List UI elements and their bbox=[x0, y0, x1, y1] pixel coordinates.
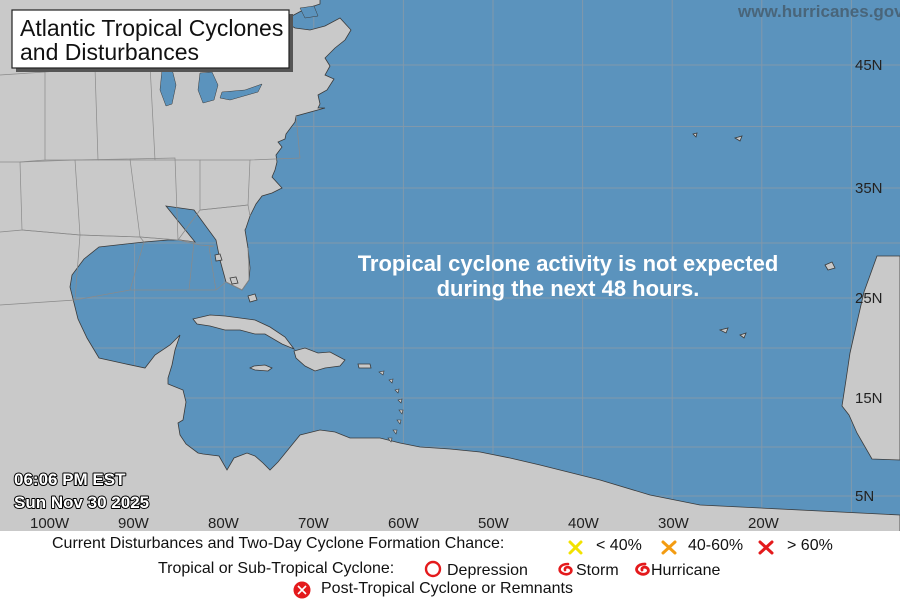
svg-text:Atlantic Tropical Cyclones: Atlantic Tropical Cyclones bbox=[20, 15, 283, 41]
svg-text:during the next 48 hours.: during the next 48 hours. bbox=[437, 276, 700, 301]
svg-text:40-60%: 40-60% bbox=[688, 537, 743, 554]
svg-text:100W: 100W bbox=[30, 515, 70, 531]
svg-text:5N: 5N bbox=[855, 488, 874, 505]
svg-text:15N: 15N bbox=[855, 390, 883, 407]
svg-text:Tropical or Sub-Tropical Cyclo: Tropical or Sub-Tropical Cyclone: bbox=[158, 560, 394, 577]
svg-text:80W: 80W bbox=[208, 515, 240, 531]
svg-text:Tropical cyclone activity is n: Tropical cyclone activity is not expecte… bbox=[358, 251, 779, 276]
svg-text:06:06 PM EST: 06:06 PM EST bbox=[14, 470, 126, 489]
svg-text:Sun Nov 30 2025: Sun Nov 30 2025 bbox=[14, 493, 149, 512]
svg-text:Post-Tropical Cyclone or Remna: Post-Tropical Cyclone or Remnants bbox=[321, 580, 573, 597]
svg-text:25N: 25N bbox=[855, 290, 883, 307]
svg-text:30W: 30W bbox=[658, 515, 690, 531]
svg-text:< 40%: < 40% bbox=[596, 537, 642, 554]
svg-text:www.hurricanes.gov: www.hurricanes.gov bbox=[737, 2, 900, 21]
svg-text:60W: 60W bbox=[388, 515, 420, 531]
svg-text:35N: 35N bbox=[855, 180, 883, 197]
svg-text:45N: 45N bbox=[855, 57, 883, 74]
svg-text:Storm: Storm bbox=[576, 562, 619, 579]
svg-text:40W: 40W bbox=[568, 515, 600, 531]
svg-text:50W: 50W bbox=[478, 515, 510, 531]
svg-text:Depression: Depression bbox=[447, 562, 528, 579]
svg-text:and Disturbances: and Disturbances bbox=[20, 39, 199, 65]
svg-text:20W: 20W bbox=[748, 515, 780, 531]
svg-text:Current Disturbances and Two-D: Current Disturbances and Two-Day Cyclone… bbox=[52, 535, 504, 552]
svg-text:> 60%: > 60% bbox=[787, 537, 833, 554]
svg-text:70W: 70W bbox=[298, 515, 330, 531]
svg-text:90W: 90W bbox=[118, 515, 150, 531]
svg-text:Hurricane: Hurricane bbox=[651, 562, 720, 579]
